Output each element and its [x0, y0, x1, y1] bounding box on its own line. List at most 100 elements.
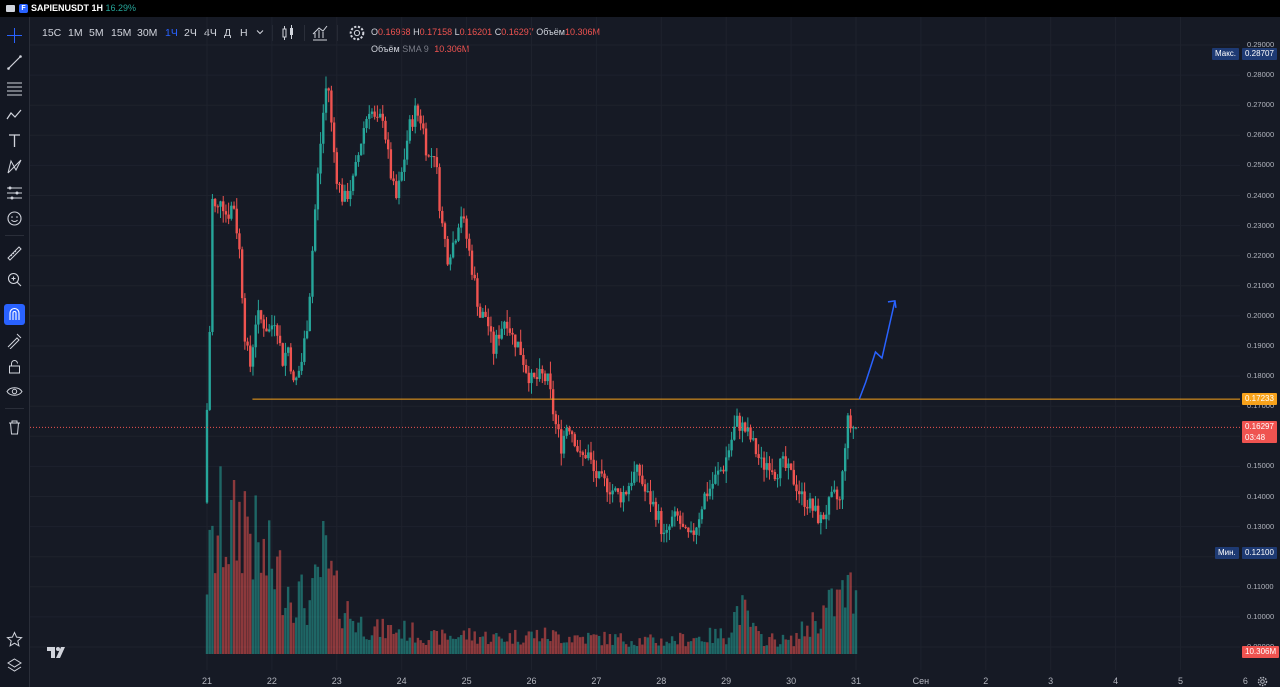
candle-body [679, 515, 682, 524]
lock-icon[interactable] [4, 356, 25, 377]
candle-body [670, 516, 674, 527]
axis-settings-icon[interactable] [1257, 676, 1268, 687]
candle-body [359, 143, 363, 156]
forecast-icon[interactable] [4, 182, 25, 203]
volume-bar [576, 635, 579, 654]
volume-bar [827, 589, 831, 654]
volume-bar [378, 636, 382, 654]
volume-bar [359, 616, 363, 654]
volume-bar [365, 639, 368, 654]
candle-body [762, 457, 766, 470]
volume-bar [752, 622, 755, 654]
timeframe-30m[interactable]: 30М [137, 27, 158, 39]
volume-key: Объём [536, 27, 565, 37]
eye-icon[interactable] [4, 381, 25, 402]
timeframe-day[interactable]: Д [224, 27, 232, 39]
timeframe-2h[interactable]: 2Ч [184, 27, 197, 39]
lock-draw-icon[interactable] [4, 330, 25, 351]
volume-bar [422, 642, 425, 654]
volume-bar [687, 641, 690, 654]
chart-canvas[interactable] [30, 17, 1240, 670]
candle-body [803, 491, 806, 507]
candle-body [500, 328, 503, 339]
star-icon[interactable] [4, 629, 25, 650]
volume-legend[interactable]: Объём SMA 9 10.306M [371, 44, 469, 54]
candle-body [503, 321, 506, 329]
settings-icon[interactable] [348, 24, 366, 42]
price-tick-label: 0.14000 [1247, 491, 1275, 501]
volume-bar [727, 637, 731, 654]
volume-bar [211, 525, 214, 654]
pattern-icon[interactable] [4, 104, 25, 125]
magnet-icon[interactable] [4, 304, 25, 325]
candle-body [727, 450, 731, 458]
candle-body [606, 478, 609, 493]
timeframe-5m[interactable]: 5М [89, 27, 104, 39]
candle-body [459, 216, 463, 228]
time-tick-label: 3 [1048, 676, 1054, 686]
volume-bar [541, 638, 544, 654]
candle-body [592, 459, 595, 472]
candle-body [806, 506, 809, 509]
timeframe-1h[interactable]: 1Ч [165, 27, 178, 39]
candle-body [462, 216, 466, 219]
candle-body [638, 464, 641, 476]
fib-icon[interactable] [4, 78, 25, 99]
volume-bar [470, 640, 474, 654]
volume-bar [487, 644, 490, 654]
time-tick-label: 24 [396, 676, 407, 686]
timeframe-1m[interactable]: 1М [68, 27, 83, 39]
text-icon[interactable] [4, 130, 25, 151]
volume-bar [481, 636, 485, 654]
candle-body [784, 456, 787, 468]
candle-body [273, 325, 276, 327]
volume-bar [424, 644, 428, 654]
volume-bar [205, 594, 209, 654]
candle-body [243, 298, 247, 342]
volume-bar [343, 613, 347, 654]
xabcd-icon[interactable] [4, 156, 25, 177]
candle-body [616, 488, 620, 492]
zoom-icon[interactable] [4, 269, 25, 290]
candle-body [692, 530, 695, 535]
time-axis[interactable]: 21 22 23 24 25 26 27 28 29 30 31 Сен 2 3 4 5 6 [30, 672, 1248, 687]
trash-icon[interactable] [4, 417, 25, 438]
candles-icon[interactable] [279, 24, 297, 42]
chevron-down-icon[interactable] [254, 26, 266, 38]
candle-body [386, 139, 390, 150]
volume-bar [303, 608, 306, 654]
volume-bar [584, 643, 587, 654]
emoji-icon[interactable] [4, 208, 25, 229]
crosshair-icon[interactable] [4, 25, 25, 46]
candle-body [270, 325, 274, 330]
volume-bar [608, 634, 612, 654]
volume-bar [684, 646, 687, 654]
sma-label: SMA 9 [402, 44, 429, 54]
toolbar-divider [337, 25, 338, 41]
candle-body [657, 511, 660, 520]
volume-bar [841, 580, 844, 654]
ruler-icon[interactable] [4, 243, 25, 264]
price-tick-label: 0.10000 [1247, 611, 1275, 621]
price-tick-label: 0.24000 [1247, 190, 1275, 200]
volume-bar [668, 643, 671, 654]
price-tick-label: 0.20000 [1247, 310, 1275, 320]
trendline-icon[interactable] [4, 52, 25, 73]
symbol-change: 16.29% [105, 3, 137, 13]
volume-bar [587, 632, 590, 654]
candle-body [330, 90, 333, 123]
timeframe-15m[interactable]: 15М [111, 27, 132, 39]
indicators-icon[interactable] [311, 24, 329, 42]
timeframe-week[interactable]: Н [240, 27, 248, 39]
candle-body [240, 249, 244, 299]
candle-body [530, 372, 533, 384]
volume-bar [538, 641, 541, 654]
layers-icon[interactable] [4, 655, 25, 676]
candle-body [449, 257, 452, 265]
volume-bar [624, 644, 628, 654]
price-axis[interactable]: 0.29000 0.28000 0.27000 0.26000 0.25000 0.240… [1240, 17, 1280, 670]
timeframe-15s[interactable]: 15С [42, 27, 62, 39]
volume-bar [462, 630, 466, 654]
time-tick-label: 25 [461, 676, 472, 686]
volume-bar [508, 633, 512, 654]
